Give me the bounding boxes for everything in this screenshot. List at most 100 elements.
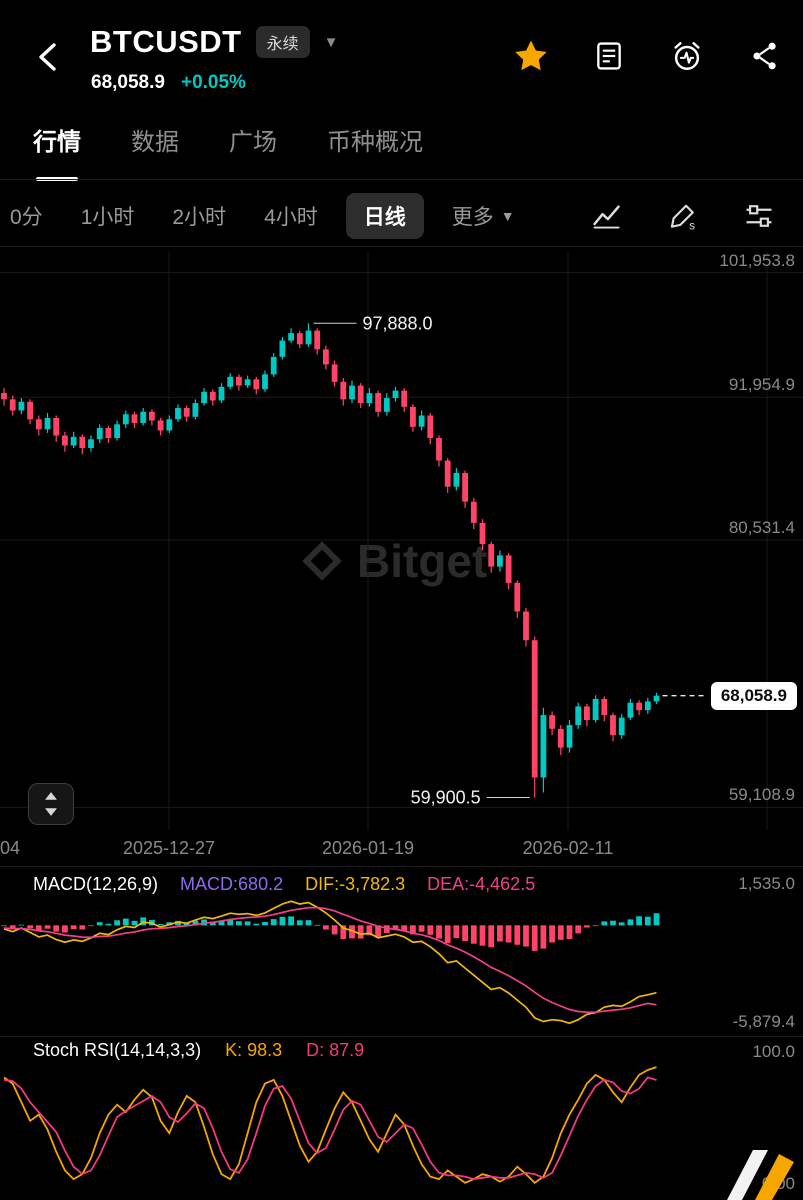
candle-body bbox=[114, 424, 120, 438]
dea-value: DEA:-4,462.5 bbox=[427, 874, 536, 894]
macd-histogram-bar bbox=[436, 925, 442, 939]
divider bbox=[0, 1036, 803, 1037]
draw-tools-icon[interactable]: s bbox=[665, 198, 701, 234]
candle-body bbox=[253, 379, 260, 390]
macd-histogram-bar bbox=[357, 925, 364, 939]
candle-body bbox=[192, 403, 199, 417]
candle-body bbox=[62, 435, 68, 446]
stoch-d-value: D: 87.9 bbox=[306, 1040, 365, 1060]
share-icon[interactable] bbox=[747, 38, 783, 74]
tab-coin-overview[interactable]: 币种概况 bbox=[327, 129, 423, 156]
macd-histogram-bar bbox=[79, 925, 86, 930]
back-button[interactable] bbox=[28, 36, 70, 78]
candle-body bbox=[636, 702, 642, 711]
contract-info-icon[interactable] bbox=[591, 38, 627, 74]
stoch-k-value: K: 98.3 bbox=[225, 1040, 283, 1060]
chart-scroll-handle[interactable] bbox=[28, 783, 74, 825]
stoch-rsi-header: Stoch RSI(14,14,3,3) K: 98.3 D: 87.9 bbox=[33, 1040, 364, 1061]
candle-body bbox=[270, 356, 277, 375]
chevron-down-icon: ▼ bbox=[500, 208, 515, 224]
stoch-rsi-title[interactable]: Stoch RSI(14,14,3,3) bbox=[33, 1040, 202, 1060]
candle-body bbox=[410, 406, 416, 427]
dea-line bbox=[3, 906, 657, 1014]
macd-histogram-bar bbox=[584, 925, 590, 928]
candle-body bbox=[262, 374, 268, 390]
chart-type-icon[interactable] bbox=[589, 198, 625, 234]
candle-body bbox=[44, 418, 51, 430]
candle-body bbox=[157, 420, 164, 431]
macd-title[interactable]: MACD(12,26,9) bbox=[33, 874, 159, 894]
macd-histogram-bar bbox=[122, 918, 129, 926]
main-price-chart[interactable]: 97,888.0 59,900.5 bbox=[0, 252, 803, 830]
candle-body bbox=[140, 411, 147, 423]
macd-histogram-bar bbox=[557, 925, 564, 940]
candle-body bbox=[70, 436, 77, 446]
bitget-watermark: Bitget bbox=[300, 534, 487, 588]
y-axis-label: 101,953.8 bbox=[719, 251, 795, 270]
macd-histogram-bar bbox=[627, 919, 634, 926]
candle-body bbox=[566, 725, 573, 748]
candle-body bbox=[505, 555, 512, 583]
macd-histogram-bar bbox=[323, 925, 329, 930]
macd-histogram-bar bbox=[401, 925, 408, 932]
macd-histogram-bar bbox=[331, 925, 338, 935]
timeframe-30min[interactable]: 0分 bbox=[10, 206, 43, 229]
macd-histogram-bar bbox=[157, 924, 164, 926]
tab-square[interactable]: 广场 bbox=[229, 129, 277, 156]
macd-histogram-bar bbox=[236, 921, 242, 926]
candle-body bbox=[149, 411, 155, 421]
candle-body bbox=[105, 428, 112, 438]
timeframe-2h[interactable]: 2小时 bbox=[172, 206, 227, 229]
macd-histogram-bar bbox=[175, 920, 181, 926]
dif-line bbox=[3, 900, 657, 1025]
candle-body bbox=[227, 376, 234, 387]
macd-histogram-bar bbox=[505, 925, 512, 943]
svg-text:s: s bbox=[689, 220, 695, 232]
macd-histogram-bar bbox=[644, 916, 651, 926]
more-label: 更多 bbox=[451, 206, 494, 229]
macd-value: MACD:680.2 bbox=[180, 874, 284, 894]
symbol-title: BTCUSDT bbox=[90, 24, 242, 59]
candle-body bbox=[166, 419, 173, 431]
corner-watermark-decoration bbox=[727, 1150, 794, 1200]
low-annotation: 59,900.5 bbox=[411, 788, 481, 808]
chart-toolbar-icons: s bbox=[589, 198, 803, 234]
indicator-settings-icon[interactable] bbox=[741, 198, 777, 234]
candle-body bbox=[18, 401, 25, 411]
macd-histogram-bar bbox=[70, 925, 77, 930]
y-axis-label: 80,531.4 bbox=[728, 518, 795, 537]
tab-data[interactable]: 数据 bbox=[131, 129, 179, 156]
stoch-rsi-panel-chart[interactable] bbox=[0, 1060, 803, 1196]
macd-histogram-bar bbox=[418, 925, 425, 932]
candle-body bbox=[314, 330, 321, 350]
timeframe-1h[interactable]: 1小时 bbox=[80, 206, 135, 229]
price-change: +0.05% bbox=[180, 72, 246, 93]
more-timeframes-button[interactable]: 更多 ▼ bbox=[452, 201, 515, 231]
contract-type-badge: 永续 bbox=[255, 26, 310, 58]
timeframe-daily[interactable]: 日线 bbox=[345, 193, 424, 239]
favorite-star-icon[interactable] bbox=[513, 38, 549, 74]
tab-market[interactable]: 行情 bbox=[33, 122, 81, 181]
y-axis-label: 59,108.9 bbox=[728, 785, 795, 804]
candle-body bbox=[323, 349, 329, 365]
price-alert-icon[interactable] bbox=[669, 38, 705, 74]
bitget-logo-icon bbox=[302, 541, 342, 581]
macd-histogram-bar bbox=[253, 923, 260, 926]
macd-histogram-bar bbox=[227, 919, 234, 926]
candle-body bbox=[653, 695, 660, 702]
macd-histogram-bar bbox=[96, 922, 103, 926]
candle-body bbox=[427, 415, 434, 438]
candle-body bbox=[418, 415, 425, 427]
candle-body bbox=[444, 460, 451, 487]
macd-panel-chart[interactable] bbox=[0, 894, 803, 1034]
stoch-d-line bbox=[3, 1076, 657, 1181]
candle-body bbox=[584, 706, 590, 721]
symbol-dropdown-caret[interactable]: ▼ bbox=[323, 33, 339, 51]
timeframe-4h[interactable]: 4小时 bbox=[264, 206, 318, 229]
macd-histogram-bar bbox=[35, 925, 42, 932]
candle-body bbox=[497, 555, 503, 567]
candle-body bbox=[175, 408, 181, 420]
candle-body bbox=[453, 473, 460, 487]
macd-histogram-bar bbox=[244, 921, 251, 926]
